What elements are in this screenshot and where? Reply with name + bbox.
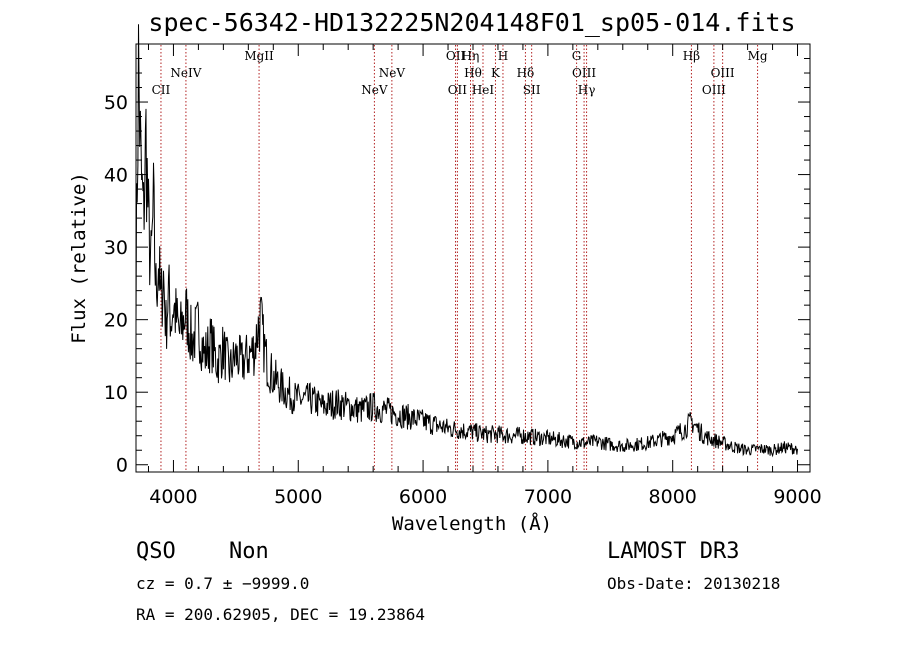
x-axis: 4000 5000 6000 7000 8000 9000 bbox=[147, 44, 822, 508]
line-marker-label: G bbox=[572, 49, 582, 63]
line-marker-label: OIII bbox=[711, 66, 735, 80]
line-marker-label: OIII bbox=[702, 83, 726, 97]
y-tick-label: 40 bbox=[104, 165, 128, 187]
object-subclass: Non bbox=[229, 539, 269, 564]
line-marker-label: K bbox=[491, 66, 501, 80]
x-tick-label: 5000 bbox=[274, 486, 322, 508]
y-tick-label: 30 bbox=[104, 237, 128, 259]
survey-name: LAMOST DR3 bbox=[607, 539, 739, 564]
observation-date: Obs-Date: 20130218 bbox=[607, 574, 780, 593]
line-marker-label: NeIV bbox=[170, 66, 201, 80]
line-marker-label: MgII bbox=[244, 49, 274, 63]
spectral-line-markers: CIINeIVMgIINeVNeVOIIOIIHηHθHeIKHHδSIIGOI… bbox=[152, 45, 768, 471]
y-axis: 0 10 20 30 40 50 bbox=[104, 58, 810, 477]
line-marker-label: Hβ bbox=[683, 49, 700, 63]
line-marker-label: Hδ bbox=[517, 66, 535, 80]
line-marker-label: NeV bbox=[379, 66, 406, 80]
chart-title: spec-56342-HD132225N204148F01_sp05-014.f… bbox=[148, 8, 795, 37]
x-tick-label: 8000 bbox=[649, 486, 697, 508]
y-tick-label: 10 bbox=[104, 382, 128, 404]
spectrum-line bbox=[135, 24, 798, 458]
x-tick-label: 7000 bbox=[524, 486, 572, 508]
y-axis-label: Flux (relative) bbox=[68, 172, 90, 344]
line-marker-label: CII bbox=[152, 83, 171, 97]
line-marker-label: Mg bbox=[748, 49, 768, 63]
line-marker-label: OII bbox=[446, 49, 466, 63]
y-tick-label: 20 bbox=[104, 310, 128, 332]
line-marker-label: NeV bbox=[361, 83, 388, 97]
x-tick-label: 6000 bbox=[399, 486, 447, 508]
object-class: QSO bbox=[136, 539, 176, 564]
x-axis-label: Wavelength (Å) bbox=[392, 512, 552, 535]
line-marker-label: OIII bbox=[572, 66, 596, 80]
y-tick-label: 50 bbox=[104, 92, 128, 114]
x-tick-label: 9000 bbox=[773, 486, 821, 508]
line-marker-label: SII bbox=[523, 83, 541, 97]
line-marker-label: Hγ bbox=[578, 83, 596, 97]
line-marker-label: OII bbox=[448, 83, 468, 97]
y-tick-label: 0 bbox=[116, 455, 128, 477]
redshift-text: cz = 0.7 ± −9999.0 bbox=[136, 574, 309, 593]
line-marker-label: HeI bbox=[472, 83, 495, 97]
x-tick-label: 4000 bbox=[149, 486, 197, 508]
line-marker-label: H bbox=[498, 49, 508, 63]
line-marker-label: Hθ bbox=[464, 66, 482, 80]
line-marker-label: Hη bbox=[462, 49, 480, 63]
coordinates-text: RA = 200.62905, DEC = 19.23864 bbox=[136, 605, 425, 624]
